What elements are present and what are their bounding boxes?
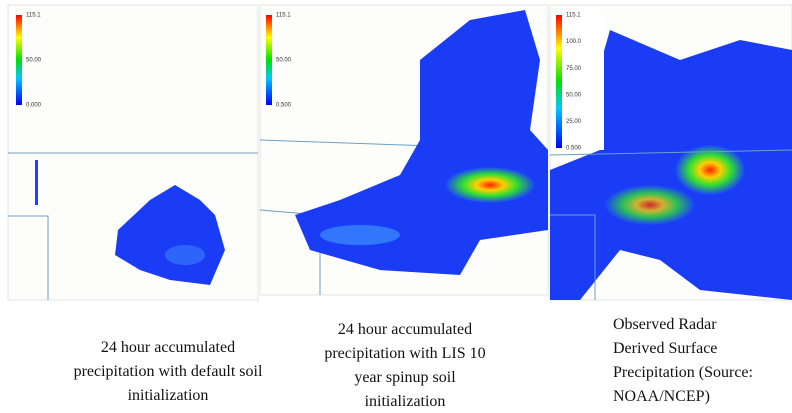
colorbar-label: 50.00 — [566, 92, 582, 98]
colorbar-label: 0.000 — [26, 103, 42, 109]
figure: 115.1 50.00 0.000 115.1 50.00 0.500 115.1 100.0… — [0, 0, 792, 413]
colorbar-label: 0.500 — [566, 146, 582, 152]
colorbar-label: 0.500 — [276, 103, 292, 109]
colorbar-label: 100.0 — [566, 39, 582, 45]
map-panel — [260, 5, 548, 295]
caption-line: Derived Surface — [613, 337, 792, 361]
caption-line: 24 hour accumulated — [285, 318, 525, 342]
caption-line: precipitation with LIS 10 — [285, 342, 525, 366]
map-panel — [550, 5, 792, 300]
caption-line: initialization — [285, 390, 525, 413]
colorbar-label: 50.00 — [26, 58, 42, 64]
colorbar-label: 115.1 — [26, 13, 41, 19]
caption-line: precipitation with default soil — [48, 360, 288, 384]
colorbar-label: 75.00 — [566, 66, 582, 72]
map-panel — [8, 5, 258, 300]
caption-line: initialization — [48, 384, 288, 408]
caption-line: year spinup soil — [285, 366, 525, 390]
caption-line: Observed Radar — [613, 313, 792, 337]
colorbar-label: 25.00 — [566, 119, 582, 125]
colorbar-label: 115.1 — [566, 13, 581, 19]
caption-line: Precipitation (Source: — [613, 361, 792, 385]
colorbar-label: 115.1 — [276, 13, 291, 19]
caption-line: NOAA/NCEP) — [613, 385, 792, 409]
caption-line: 24 hour accumulated — [48, 336, 288, 360]
colorbar-label: 50.00 — [276, 58, 292, 64]
